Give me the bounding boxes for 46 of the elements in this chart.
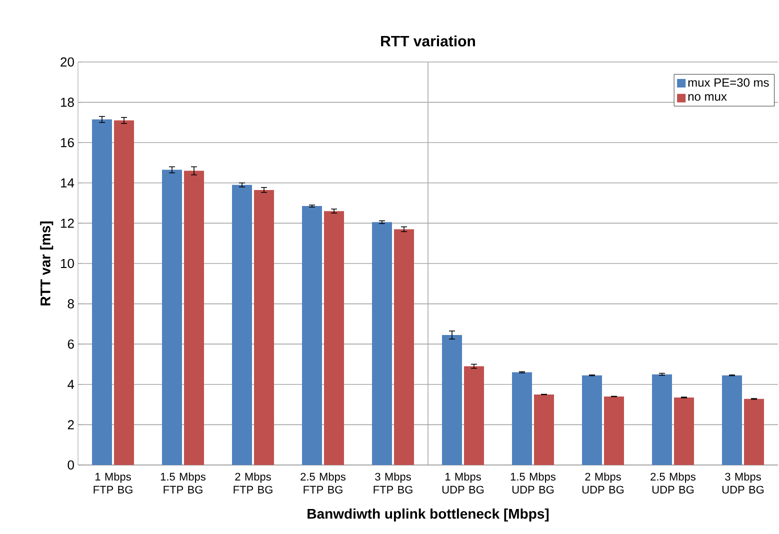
bar [114,120,134,465]
x-tick-label: 3 Mbps FTP BG [374,472,412,494]
legend-label: mux PE=30 ms [688,78,769,87]
bar [652,374,672,465]
bar [372,222,392,465]
bar [604,396,624,465]
x-tick-label: 2 Mbps UDP BG [582,472,624,494]
y-tick-label: 0 [68,460,74,470]
x-tick-label: 1.5 Mbps UDP BG [510,472,556,494]
x-tick-label: 3 Mbps UDP BG [722,472,764,494]
bar [184,170,204,465]
y-tick-label: 20 [60,57,74,67]
bar [464,366,484,465]
y-tick-label: 16 [61,138,74,148]
y-tick-label: 8 [68,299,74,308]
legend-label: no mux [688,94,727,101]
bar [722,375,742,465]
bar [92,119,112,465]
x-tick-label: 2.5 Mbps UDP BG [650,472,696,494]
x-tick-label: 1.5 Mbps FTP BG [160,472,206,494]
bar [674,397,694,465]
y-tick-label: 12 [61,218,74,228]
x-tick-label: 2 Mbps FTP BG [234,472,272,494]
y-tick-label: 10 [61,258,74,268]
y-tick-label: 14 [61,178,74,188]
bar [254,190,274,465]
bar [582,375,602,465]
x-tick-label: 1 Mbps UDP BG [442,472,484,494]
bar [162,170,182,465]
x-tick-label: 1 Mbps FTP BG [94,472,132,494]
bar [512,372,532,465]
bar [442,335,462,465]
chart-title: RTT variation [381,35,475,46]
x-tick-label: 2.5 Mbps FTP BG [300,472,346,494]
x-axis-title: Banwdiwth uplink bottleneck [Mbps] [308,508,549,522]
bar [534,394,554,465]
bar [394,229,414,465]
bar [302,206,322,465]
y-axis-title: RTT var [ms] [40,222,54,306]
y-tick-label: 4 [68,380,74,389]
y-tick-label: 18 [61,98,74,107]
bar [324,211,344,465]
y-tick-label: 6 [68,339,74,349]
bar [232,184,252,465]
bar [744,398,764,465]
y-tick-label: 2 [68,420,74,430]
